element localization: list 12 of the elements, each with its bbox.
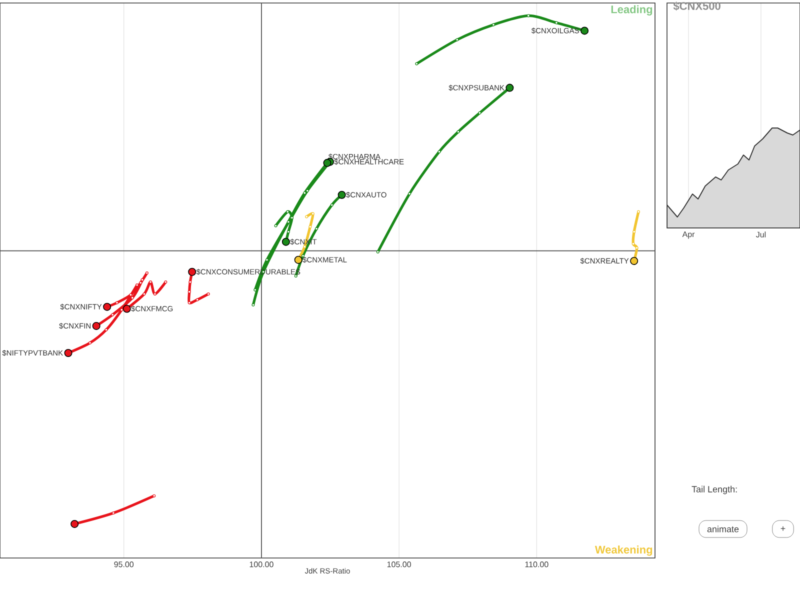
chart-title: $CNX500	[673, 2, 720, 11]
x-tick-label: 110.00	[525, 562, 548, 568]
x-tick-label: Apr	[682, 232, 695, 239]
x-tick-label: 100.00	[250, 562, 274, 568]
text: Weakening	[594, 546, 652, 556]
x-tick-label: 95.00	[114, 562, 134, 568]
text: Tail Length:	[692, 486, 737, 494]
x-tick-label: Jul	[756, 232, 766, 238]
text: animate	[707, 526, 739, 532]
x-tick-label: 105.00	[387, 562, 411, 568]
text: Leading	[611, 5, 652, 16]
text: +	[780, 526, 786, 531]
